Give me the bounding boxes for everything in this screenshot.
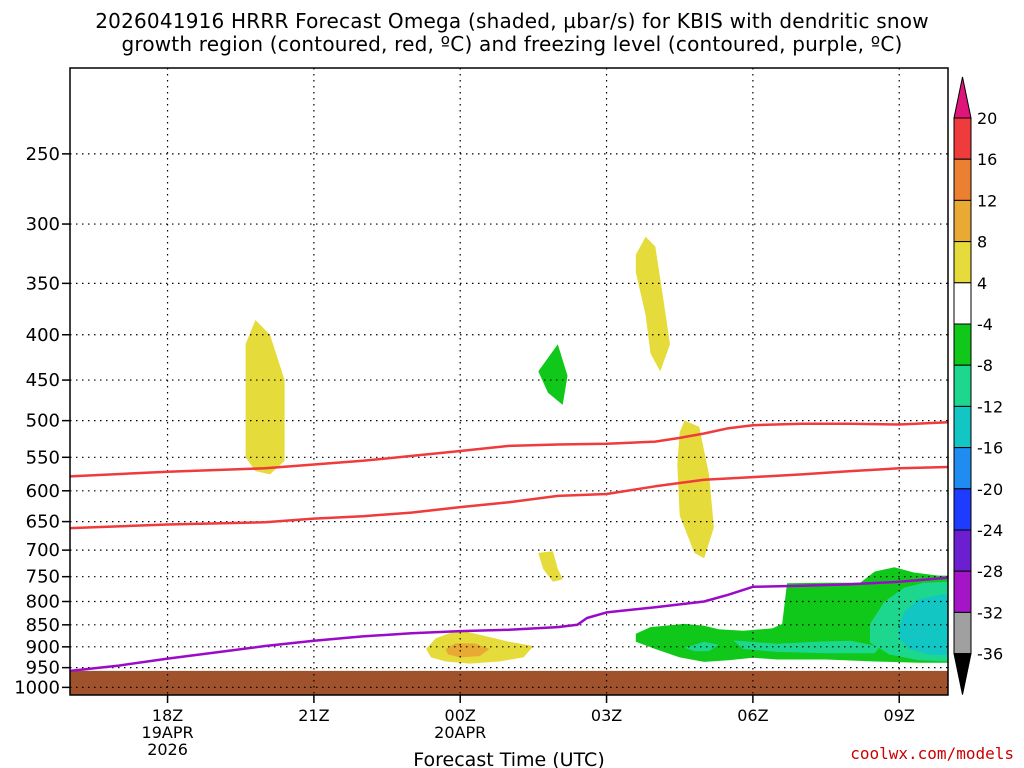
- x-tick-label: 19APR: [142, 723, 194, 742]
- colorbar-tick-label: -20: [977, 480, 1003, 499]
- omega-region-3: [538, 551, 563, 582]
- colorbar-band: [953, 323, 972, 366]
- colorbar-band: [953, 529, 972, 572]
- colorbar-band: [953, 158, 972, 201]
- contour-line-2: [70, 576, 948, 673]
- x-tick-label: 18Z: [152, 706, 183, 725]
- colorbar-tick-label: 8: [977, 233, 987, 252]
- y-tick-label: 950: [26, 658, 60, 679]
- y-tick-label: 850: [26, 615, 60, 636]
- omega-region-7: [635, 567, 948, 663]
- y-tick-label: 750: [26, 567, 60, 588]
- colorbar-arrow-top: [953, 76, 972, 119]
- y-tick-label: 300: [26, 214, 60, 235]
- contour-lines: [70, 420, 948, 673]
- y-tick-label: 500: [26, 411, 60, 432]
- omega-region-11: [899, 594, 948, 656]
- colorbar-band: [953, 199, 972, 243]
- y-tick-label: 900: [26, 637, 60, 658]
- credit-link[interactable]: coolwx.com/models: [850, 744, 1014, 763]
- x-tick-label: 03Z: [591, 706, 622, 725]
- chart-title-line-1: 2026041916 HRRR Forecast Omega (shaded, …: [95, 9, 929, 33]
- colorbar-band: [953, 241, 972, 284]
- contour-line-0: [70, 420, 948, 478]
- colorbar-band: [953, 117, 972, 160]
- y-tick-label: 700: [26, 540, 60, 561]
- y-tick-label: 1000: [14, 677, 60, 698]
- omega-region-2: [677, 420, 714, 559]
- y-tick-label: 250: [26, 144, 60, 165]
- x-tick-label: 21Z: [298, 706, 329, 725]
- colorbar-tick-label: 4: [977, 274, 987, 293]
- omega-region-9: [733, 640, 880, 654]
- colorbar-tick-label: 20: [977, 109, 997, 128]
- colorbar-arrow-bottom: [953, 653, 972, 695]
- colorbar-band: [953, 447, 972, 490]
- y-tick-label: 600: [26, 481, 60, 502]
- y-tick-label: 350: [26, 273, 60, 294]
- colorbar-tick-label: -36: [977, 645, 1003, 664]
- contour-line-1: [70, 465, 948, 530]
- grid: [70, 68, 948, 695]
- y-tick-label: 450: [26, 370, 60, 391]
- y-tick-label: 800: [26, 592, 60, 613]
- omega-region-10: [684, 641, 719, 652]
- colorbar-tick-label: -12: [977, 397, 1003, 416]
- x-tick-label: 06Z: [737, 706, 768, 725]
- colorbar-band: [953, 282, 972, 325]
- surface-fill: [70, 670, 948, 695]
- x-tick-label: 2026: [147, 740, 188, 759]
- colorbar-tick-label: -28: [977, 562, 1003, 581]
- omega-region-0: [245, 320, 285, 475]
- y-axis: 2503003504004505005506006507007508008509…: [14, 144, 70, 698]
- x-axis-label: Forecast Time (UTC): [413, 749, 604, 768]
- colorbar-tick-label: -16: [977, 439, 1003, 458]
- colorbar-tick-label: -24: [977, 521, 1003, 540]
- x-tick-label: 00Z: [445, 706, 476, 725]
- y-tick-label: 650: [26, 512, 60, 533]
- omega-region-1: [635, 236, 670, 372]
- colorbar-band: [953, 364, 972, 407]
- y-tick-label: 400: [26, 325, 60, 346]
- colorbar-band: [953, 405, 972, 449]
- colorbar-tick-label: -32: [977, 603, 1003, 622]
- colorbar-band: [953, 488, 972, 531]
- colorbar-tick-label: 16: [977, 150, 997, 169]
- colorbar-band: [953, 611, 972, 655]
- y-tick-label: 550: [26, 447, 60, 468]
- terrain-fill: [70, 670, 948, 695]
- x-tick-label: 09Z: [884, 706, 915, 725]
- colorbar-tick-label: 12: [977, 191, 997, 210]
- omega-shading: [245, 236, 948, 664]
- chart-title-line-2: growth region (contoured, red, ºC) and f…: [121, 32, 903, 56]
- colorbar: 20 16 12 8 4 -4 -8 -12 -16 -20 -24 -28 -32 -36: [953, 76, 1003, 695]
- omega-region-6: [538, 344, 568, 405]
- colorbar-band: [953, 570, 972, 613]
- plot-frame: [69, 67, 949, 696]
- colorbar-tick-label: -4: [977, 315, 993, 334]
- x-tick-label: 20APR: [434, 723, 486, 742]
- colorbar-tick-label: -8: [977, 356, 993, 375]
